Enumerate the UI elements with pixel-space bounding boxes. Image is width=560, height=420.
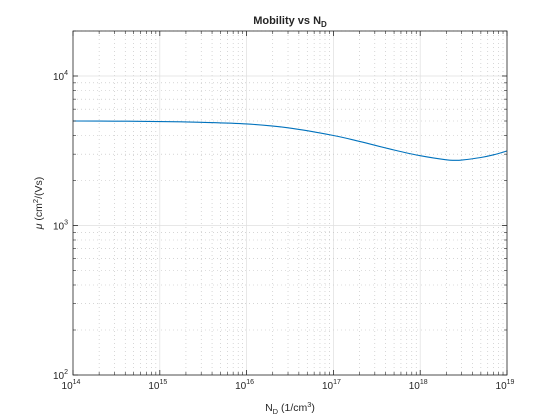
x-axis-label: ND (1/cm3): [265, 400, 315, 416]
x-tick-label: 1015: [148, 379, 167, 392]
y-tick-label: 104: [53, 70, 68, 83]
x-tick-label: 1019: [496, 379, 515, 392]
x-tick-label: 1016: [235, 379, 254, 392]
series: [72, 120, 508, 161]
mobility-series-line: [72, 120, 508, 161]
axes-box: [72, 30, 508, 376]
x-tick-label: 1018: [409, 379, 428, 392]
x-tick-label: 1014: [62, 379, 81, 392]
y-tick-label: 103: [53, 220, 68, 233]
plot-area: [73, 31, 507, 375]
y-axis-label: μ (cm2/(Vs): [31, 177, 45, 231]
chart-title: Mobility vs ND: [253, 15, 327, 29]
y-tick-label: 102: [53, 369, 68, 382]
ticks: 1014 1015 1016 1017 1018 1019 102 103 104: [53, 30, 515, 392]
x-tick-label: 1017: [322, 379, 341, 392]
